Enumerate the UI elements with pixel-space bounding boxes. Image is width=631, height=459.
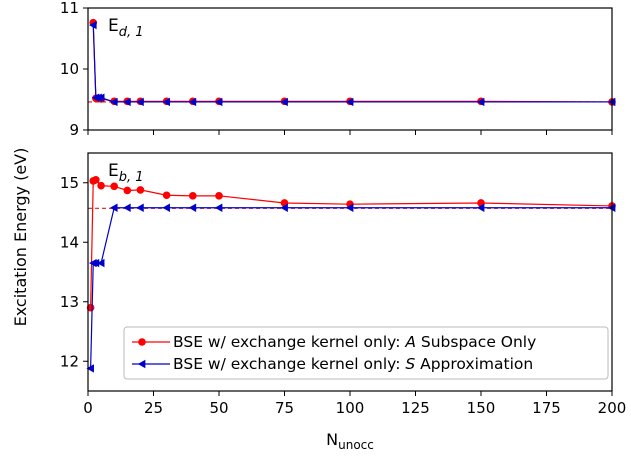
y-tick-label: 12	[60, 352, 79, 370]
x-tick-label: 25	[144, 399, 163, 417]
legend-label-a_subspace: BSE w/ exchange kernel only: A Subspace …	[173, 333, 536, 351]
data-point-a_subspace	[97, 181, 105, 190]
panel-frame	[87, 7, 613, 131]
x-tick-label: 175	[532, 399, 561, 417]
y-tick-label: 13	[60, 293, 79, 311]
y-axis-label: Excitation Energy (eV)	[11, 148, 30, 327]
legend-label-suffix: Subspace Only	[416, 333, 536, 351]
data-point-a_subspace	[162, 191, 171, 200]
legend-label-italic: A	[404, 333, 416, 351]
x-axis: 0 25 50 75 100 125 150 175 200	[83, 399, 626, 417]
data-point-s_approx	[162, 203, 170, 212]
panel-annotation-main: E	[108, 161, 119, 181]
data-point-s_approx	[162, 97, 170, 107]
panel-annotation-sub: d, 1	[119, 25, 144, 40]
x-tick-label: 150	[467, 399, 496, 417]
data-point-a_subspace	[92, 175, 100, 184]
legend-label-prefix: BSE w/ exchange kernel only:	[173, 355, 405, 373]
x-tick-label: 125	[401, 399, 430, 417]
data-point-s_approx	[280, 203, 288, 212]
series-line-s_approx	[92, 25, 612, 103]
x-tick-label: 200	[598, 399, 627, 417]
data-point-s_approx	[110, 203, 118, 212]
data-point-s_approx	[476, 97, 485, 107]
legend-marker-s_approx	[137, 359, 146, 369]
legend-label-s_approx: BSE w/ exchange kernel only: S Approxima…	[173, 355, 533, 373]
top-panel: 9 10 11 Ed, 1	[60, 0, 616, 139]
series-line-a_subspace	[90, 179, 613, 308]
y-tick-label: 9	[69, 121, 79, 139]
data-point-s_approx	[86, 364, 94, 373]
data-point-s_approx	[123, 97, 131, 107]
x-tick-label: 75	[275, 399, 294, 417]
series-line-a_subspace	[92, 22, 613, 103]
panel-annotation-sub: b, 1	[119, 170, 144, 185]
x-axis-label: Nunocc	[326, 430, 374, 452]
data-point-s_approx	[280, 97, 288, 107]
y-tick-label: 14	[60, 233, 79, 251]
y-tick-label: 11	[60, 0, 79, 17]
x-tick-label: 100	[336, 399, 365, 417]
legend: BSE w/ exchange kernel only: A Subspace …	[123, 326, 609, 380]
data-point-s_approx	[91, 258, 100, 268]
data-point-a_subspace	[123, 186, 132, 195]
data-point-s_approx	[96, 93, 105, 102]
y-tick-label: 15	[60, 174, 79, 192]
data-point-s_approx	[123, 203, 131, 212]
data-point-s_approx	[476, 203, 485, 212]
legend-label-suffix: Approximation	[415, 355, 533, 373]
data-point-s_approx	[345, 203, 354, 212]
data-point-s_approx	[188, 97, 197, 107]
data-point-a_subspace	[110, 182, 118, 191]
x-tick-label: 50	[209, 399, 228, 417]
legend-label-prefix: BSE w/ exchange kernel only:	[173, 333, 405, 351]
data-point-s_approx	[136, 97, 144, 107]
panel-annotation: Ed, 1	[108, 16, 144, 40]
y-tick-label: 10	[60, 60, 79, 78]
data-point-s_approx	[136, 203, 144, 212]
bottom-panel: 12 13 14 15 Eb, 1	[60, 152, 616, 396]
data-point-a_subspace	[189, 192, 197, 200]
data-point-a_subspace	[136, 186, 145, 194]
legend-box	[123, 326, 609, 380]
panel-annotation-main: E	[108, 16, 119, 36]
data-point-s_approx	[345, 97, 354, 107]
data-point-s_approx	[188, 203, 197, 212]
x-axis-label-main: N	[326, 430, 338, 449]
panel-annotation: Eb, 1	[108, 161, 144, 185]
legend-marker-a_subspace	[138, 338, 146, 346]
data-point-s_approx	[96, 258, 105, 268]
data-point-a_subspace	[215, 192, 223, 200]
data-point-s_approx	[214, 203, 223, 212]
x-tick-label: 0	[83, 399, 93, 417]
x-axis-label-sub: unocc	[338, 438, 374, 452]
legend-label-italic: S	[405, 355, 415, 373]
data-point-s_approx	[214, 97, 223, 107]
data-point-s_approx	[89, 20, 97, 30]
data-point-s_approx	[110, 97, 118, 107]
